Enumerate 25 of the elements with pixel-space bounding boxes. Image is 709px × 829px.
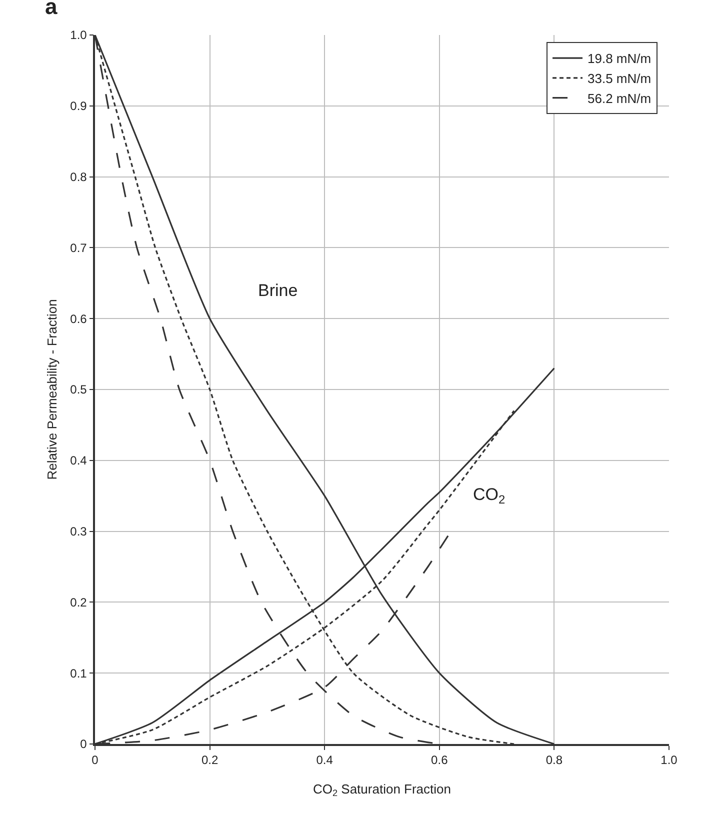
y-tick-label: 0.2 [70, 595, 88, 610]
y-tick-label: 0.6 [70, 312, 88, 326]
legend-label: 33.5 mN/m [588, 71, 652, 86]
y-tick-label: 0.1 [70, 666, 88, 680]
y-tick-label: 1.0 [70, 28, 88, 42]
y-tick-label: 0.4 [70, 454, 88, 468]
x-tick-label: 1.0 [660, 753, 678, 768]
legend-label: 56.2 mN/m [588, 90, 652, 106]
x-tick-label: 0.6 [431, 753, 448, 768]
y-tick-label: 0.5 [70, 382, 88, 397]
y-tick-label: 0.9 [70, 99, 88, 114]
x-axis-title: CO$_{2}$ Saturation Fraction [312, 781, 452, 798]
y-axis-title: Relative Permeability - Fraction [44, 299, 60, 480]
x-tick-label: 0.8 [546, 753, 563, 768]
x-tick-label: 0.4 [316, 753, 334, 768]
x-tick-label: 0 [92, 753, 99, 768]
y-tick-label: 0 [80, 737, 88, 752]
y-tick-label: 0.3 [70, 524, 88, 538]
legend-label: 19.8 mN/m [588, 51, 652, 66]
y-tick-label: 0.8 [70, 170, 88, 184]
annotation: CO$_{2}$ [473, 485, 506, 507]
annotation: Brine [258, 281, 298, 300]
y-tick-label: 0.7 [70, 240, 88, 255]
x-tick-label: 0.2 [201, 753, 218, 768]
text: a [45, 0, 58, 19]
